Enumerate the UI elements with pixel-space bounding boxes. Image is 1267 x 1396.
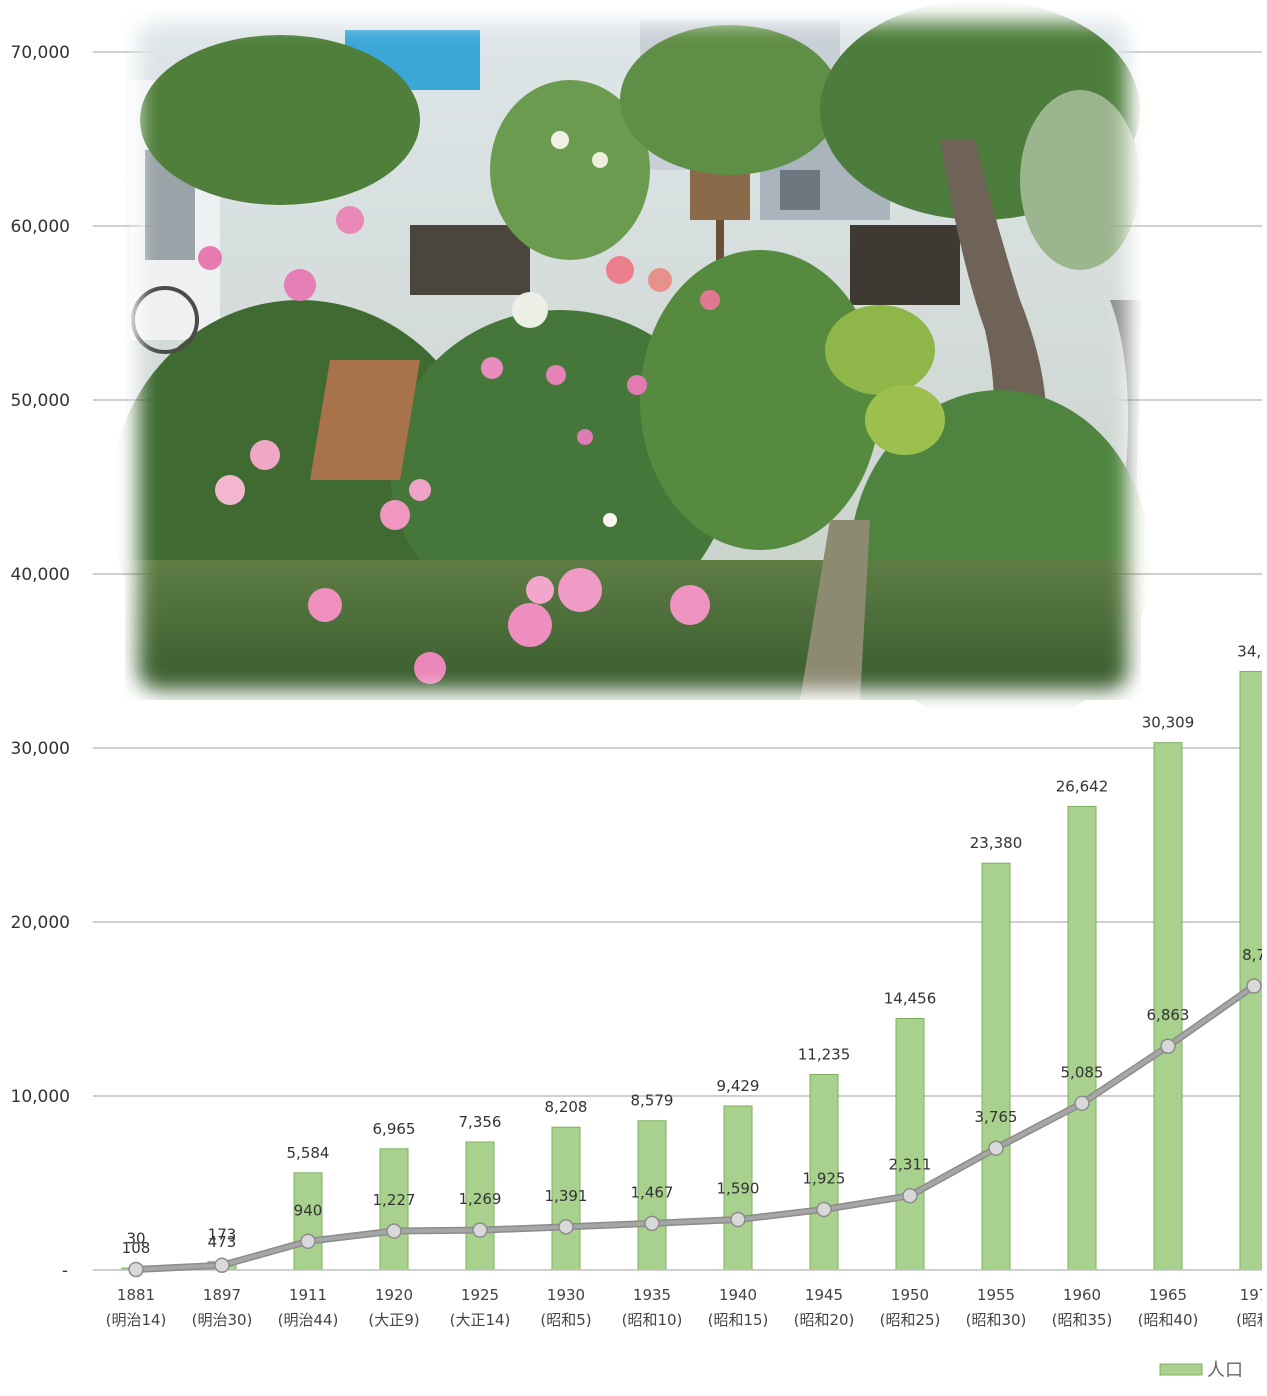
x-tick-era: (昭和40): [1138, 1311, 1199, 1329]
households-value-label: 1,467: [631, 1183, 674, 1201]
bar-value-label: 108: [122, 1239, 151, 1257]
households-point: [644, 1215, 660, 1232]
y-tick-label: 20,000: [11, 913, 70, 933]
population-bars: 108 473 5,584 6,965 7,356 8,208 8,579 9,429 11,2…: [121, 642, 1267, 1271]
households-line: 30 173 940 1,227 1,269 1,391 1,467 1,590 1,925 2,…: [126, 946, 1266, 1278]
x-axis-ticks: 1881 (明治14) 1897 (明治30) 1911 (明治44) 1920 (大正9) 1…: [106, 1286, 1267, 1329]
rose-garden-photo: [110, 0, 1150, 730]
households-point: [300, 1233, 316, 1250]
x-tick-year: 197: [1240, 1286, 1267, 1304]
households-value-label: 5,085: [1061, 1063, 1104, 1081]
bar-value-label: 14,456: [884, 989, 937, 1007]
bar-population: [723, 1105, 753, 1271]
x-tick-year: 1911: [289, 1286, 327, 1304]
households-point: [1246, 978, 1262, 994]
households-point: [988, 1140, 1004, 1156]
households-value-label: 3,765: [975, 1108, 1018, 1126]
bar-value-label: 8,579: [631, 1092, 674, 1110]
y-tick-label: 40,000: [11, 565, 70, 585]
x-tick-year: 1897: [203, 1286, 241, 1304]
households-point: [1160, 1038, 1176, 1054]
y-tick-label: 60,000: [11, 217, 70, 237]
x-tick-year: 1945: [805, 1286, 843, 1304]
bar-population: [1239, 670, 1262, 1271]
x-tick-year: 1965: [1149, 1286, 1187, 1304]
bar-value-label: 5,584: [287, 1144, 330, 1162]
households-value-label: 173: [208, 1225, 237, 1243]
households-point: [214, 1257, 230, 1274]
households-point: [558, 1219, 574, 1235]
legend-label-population: 人口: [1207, 1360, 1243, 1381]
bar-population: [465, 1141, 495, 1271]
households-point: [902, 1187, 918, 1204]
x-tick-era: (昭和25): [880, 1311, 941, 1329]
households-point: [472, 1222, 488, 1238]
x-tick-era: (昭和10): [622, 1311, 683, 1329]
households-point: [128, 1261, 144, 1278]
x-tick-year: 1930: [547, 1286, 585, 1304]
bar-value-label: 34,4: [1237, 642, 1267, 660]
households-value-label: 1,391: [545, 1187, 588, 1205]
bar-value-label: 8,208: [545, 1098, 588, 1116]
bar-value-label: 30,309: [1142, 714, 1195, 732]
bar-population: [981, 862, 1011, 1271]
bar-value-label: 11,235: [798, 1046, 851, 1064]
bar-value-label: 23,380: [970, 834, 1023, 852]
bar-value-label: 6,965: [373, 1120, 416, 1138]
x-tick-year: 1881: [117, 1286, 155, 1304]
households-point: [816, 1201, 832, 1218]
households-line-path: [135, 984, 1256, 1272]
x-tick-year: 1920: [375, 1286, 413, 1304]
y-tick-label: 10,000: [11, 1087, 70, 1107]
y-tick-label: -: [62, 1261, 68, 1281]
households-value-label: 1,590: [717, 1180, 760, 1198]
bar-population: [895, 1017, 925, 1271]
x-tick-year: 1940: [719, 1286, 757, 1304]
bar-value-label: 7,356: [459, 1113, 502, 1131]
households-point: [386, 1223, 402, 1239]
bar-value-label: 9,429: [717, 1077, 760, 1095]
households-value-label: 1,227: [373, 1191, 416, 1209]
x-tick-era: (昭和15): [708, 1311, 769, 1329]
x-tick-era: (大正14): [450, 1311, 511, 1329]
households-value-label: 8,7: [1242, 946, 1266, 964]
x-tick-era: (昭和5): [540, 1311, 591, 1329]
households-point: [1074, 1095, 1090, 1112]
bar-population: [379, 1148, 409, 1271]
bar-population: [1067, 805, 1097, 1271]
x-tick-era: (昭和: [1236, 1311, 1267, 1329]
bar-population: [637, 1120, 667, 1271]
x-tick-year: 1950: [891, 1286, 929, 1304]
y-tick-label: 30,000: [11, 739, 70, 759]
x-tick-era: (明治30): [192, 1311, 253, 1329]
households-value-label: 1,269: [459, 1190, 502, 1208]
households-value-label: 1,925: [803, 1169, 846, 1187]
x-tick-era: (昭和30): [966, 1311, 1027, 1329]
households-point: [730, 1211, 746, 1228]
households-value-label: 2,311: [889, 1156, 932, 1174]
households-value-label: 30: [126, 1229, 145, 1247]
x-tick-era: (明治14): [106, 1311, 167, 1329]
bar-population: [551, 1126, 581, 1271]
x-tick-year: 1935: [633, 1286, 671, 1304]
x-tick-era: (昭和35): [1052, 1311, 1113, 1329]
x-tick-year: 1955: [977, 1286, 1015, 1304]
x-tick-year: 1925: [461, 1286, 499, 1304]
households-value-label: 940: [294, 1201, 323, 1219]
x-tick-era: (大正9): [368, 1311, 419, 1329]
y-tick-label: 50,000: [11, 391, 70, 411]
households-value-label: 6,863: [1147, 1006, 1190, 1024]
legend-swatch-population: [1159, 1363, 1203, 1376]
x-tick-era: (昭和20): [794, 1311, 855, 1329]
y-tick-label: 70,000: [11, 43, 70, 63]
bar-value-label: 26,642: [1056, 777, 1109, 795]
legend: 人口: [1159, 1360, 1243, 1381]
bar-population: [293, 1172, 323, 1271]
x-tick-year: 1960: [1063, 1286, 1101, 1304]
x-tick-era: (明治44): [278, 1311, 339, 1329]
bar-value-label: 473: [208, 1233, 237, 1251]
y-axis-ticks: - 10,000 20,000 30,000 40,000 50,000 60,000 70,…: [11, 43, 70, 1281]
